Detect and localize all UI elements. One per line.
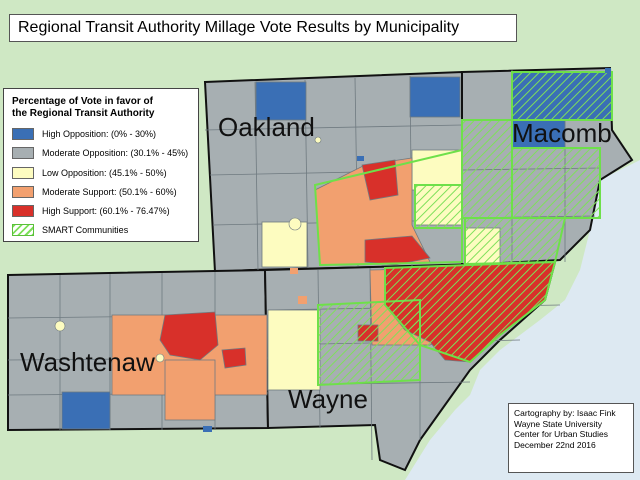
map-title: Regional Transit Authority Millage Vote … bbox=[9, 14, 517, 42]
cartography-credit: Cartography by: Isaac Fink Wayne State U… bbox=[508, 403, 634, 473]
legend-label: High Support: (60.1% - 76.47%) bbox=[42, 206, 170, 216]
legend-item-high-opposition: High Opposition: (0% - 30%) bbox=[12, 127, 200, 141]
legend-swatch bbox=[12, 186, 34, 198]
small-blue-markers bbox=[203, 68, 611, 432]
legend-item-low-opposition: Low Opposition: (45.1% - 50%) bbox=[12, 166, 200, 180]
county-label-washtenaw: Washtenaw bbox=[20, 347, 155, 377]
legend-item-high-support: High Support: (60.1% - 76.47%) bbox=[12, 204, 200, 218]
legend-item-moderate-opposition: Moderate Opposition: (30.1% - 45%) bbox=[12, 146, 200, 160]
credit-line: December 22nd 2016 bbox=[514, 439, 596, 450]
legend: Percentage of Vote in favor of the Regio… bbox=[3, 88, 199, 242]
legend-label: SMART Communities bbox=[42, 225, 129, 235]
legend-swatch-hatched bbox=[12, 224, 34, 236]
county-label-macomb: Macomb bbox=[512, 118, 612, 148]
legend-label: High Opposition: (0% - 30%) bbox=[42, 129, 157, 139]
credit-line: Center for Urban Studies bbox=[514, 429, 609, 439]
lake-water bbox=[405, 160, 640, 480]
legend-swatch bbox=[12, 147, 34, 159]
legend-swatch bbox=[12, 167, 34, 179]
legend-label: Moderate Support: (50.1% - 60%) bbox=[42, 187, 177, 197]
county-label-oakland: Oakland bbox=[218, 112, 315, 142]
credit-line: Wayne State University bbox=[514, 418, 603, 429]
legend-title-line: Percentage of Vote in favor of bbox=[12, 96, 153, 107]
legend-label: Moderate Opposition: (30.1% - 45%) bbox=[42, 148, 189, 158]
county-label-wayne: Wayne bbox=[288, 384, 368, 414]
smart-communities bbox=[313, 71, 613, 387]
municipality-markers bbox=[54, 136, 322, 363]
legend-swatch bbox=[12, 128, 34, 140]
legend-swatch bbox=[12, 205, 34, 217]
legend-title: Percentage of Vote in favor of the Regio… bbox=[12, 96, 197, 120]
small-orange-markers bbox=[290, 268, 307, 304]
legend-label: Low Opposition: (45.1% - 50%) bbox=[42, 168, 167, 178]
legend-title-line: the Regional Transit Authority bbox=[12, 108, 155, 119]
credit-line: Cartography by: Isaac Fink bbox=[514, 408, 616, 418]
legend-item-smart-communities: SMART Communities bbox=[12, 223, 200, 237]
legend-item-moderate-support: Moderate Support: (50.1% - 60%) bbox=[12, 185, 200, 199]
